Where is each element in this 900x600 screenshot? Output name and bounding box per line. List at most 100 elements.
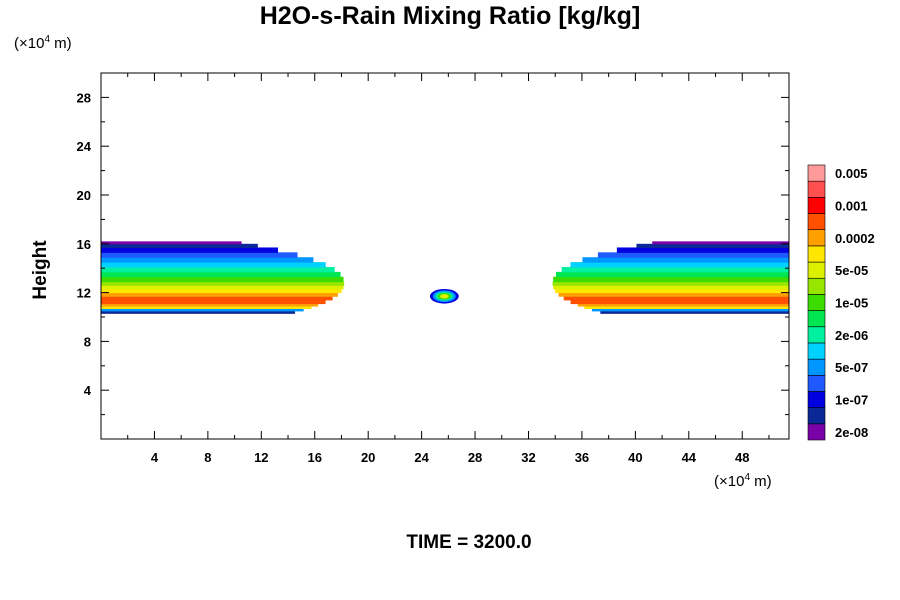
y-tick-label-1: 8	[84, 334, 91, 349]
left-band-layer-8	[101, 285, 344, 290]
y-tick-label-0: 4	[84, 383, 92, 398]
left-band-layer-18	[101, 241, 242, 245]
x-tick-label-4: 20	[361, 450, 375, 465]
colorbar-label-0: 2e-08	[835, 425, 868, 440]
colorbar-swatch-0	[807, 423, 826, 441]
y-tick-label-2: 12	[77, 286, 91, 301]
x-tick-label-11: 48	[735, 450, 749, 465]
chart-title: H2O-s-Rain Mixing Ratio [kg/kg]	[259, 2, 641, 30]
colorbar-swatch-12	[807, 229, 826, 247]
y-tick-label-5: 24	[77, 139, 92, 154]
right-band-layer-15	[597, 252, 789, 258]
right-band-layer-13	[570, 262, 789, 268]
right-band-layer-1	[591, 308, 789, 312]
colorbar-swatch-7	[807, 310, 826, 328]
left-band-layer-4	[101, 299, 326, 305]
left-band-layer-0	[101, 310, 296, 314]
left-band-layer-16	[101, 247, 279, 253]
right-band-layer-18	[652, 241, 789, 245]
center-cell	[429, 288, 459, 304]
x-unit-suffix: m)	[750, 473, 772, 490]
left-band-layer-3	[101, 303, 319, 307]
left-band-layer-15	[101, 252, 298, 258]
left-band-layer-14	[101, 257, 314, 263]
y-tick-label-6: 28	[77, 90, 91, 105]
colorbar-swatch-9	[807, 277, 826, 295]
right-band-layer-12	[561, 266, 789, 273]
colorbar-swatch-11	[807, 245, 826, 263]
x-tick-label-6: 28	[468, 450, 482, 465]
y-tick-label-3: 16	[77, 237, 91, 252]
center-cell-ring-4	[440, 294, 449, 299]
left-band-layer-13	[101, 262, 326, 268]
left-band-layer-2	[101, 306, 312, 309]
left-band-layer-1	[101, 308, 304, 312]
plot-area	[101, 241, 789, 314]
right-band-layer-11	[556, 271, 789, 278]
colorbar-swatch-4	[807, 358, 826, 376]
right-band-layer-16	[616, 247, 789, 253]
colorbar-label-3: 2e-06	[835, 328, 868, 343]
y-unit-exponent: 4	[44, 34, 51, 45]
colorbar: 2e-08 1e-07 5e-07 2e-06 1e-05 5e-05 0.0002 0.00…	[807, 164, 875, 441]
right-band-layer-2	[584, 306, 789, 309]
left-band-layer-9	[101, 281, 345, 286]
right-band-layer-5	[563, 296, 789, 301]
x-tick-label-0: 4	[151, 450, 159, 465]
left-band-layer-6	[101, 292, 338, 297]
x-tick-label-9: 40	[628, 450, 642, 465]
left-band-layer-11	[101, 271, 341, 278]
right-band-layer-0	[600, 310, 789, 314]
colorbar-swatch-14	[807, 197, 826, 214]
x-tick-label-2: 12	[254, 450, 268, 465]
right-band-layer-8	[553, 285, 789, 290]
colorbar-swatch-5	[807, 342, 826, 360]
colorbar-swatch-16	[807, 164, 826, 182]
colorbar-swatch-10	[807, 261, 826, 279]
right-band-layer-17	[636, 243, 789, 248]
right-band	[552, 241, 789, 314]
y-tick-label-4: 20	[77, 188, 91, 203]
colorbar-label-1: 1e-07	[835, 393, 868, 408]
x-tick-label-3: 16	[308, 450, 322, 465]
colorbar-label-4: 1e-05	[835, 296, 868, 311]
x-tick-label-7: 32	[521, 450, 535, 465]
left-band-layer-10	[101, 276, 344, 283]
right-band-layer-9	[552, 281, 789, 286]
left-band-layer-17	[101, 243, 258, 248]
left-band-layer-5	[101, 296, 333, 301]
colorbar-label-6: 0.0002	[835, 231, 875, 246]
y-unit-prefix: (×10	[14, 35, 45, 52]
y-unit-suffix: m)	[50, 35, 72, 52]
right-band-layer-10	[553, 276, 789, 283]
x-unit-prefix: (×10	[714, 473, 745, 490]
colorbar-swatch-3	[807, 374, 826, 392]
colorbar-swatch-8	[807, 294, 826, 311]
x-axis-unit: (×104 m)	[714, 472, 772, 490]
colorbar-swatch-1	[807, 407, 826, 425]
x-tick-label-8: 36	[575, 450, 589, 465]
colorbar-swatch-15	[807, 180, 826, 198]
x-tick-label-1: 8	[204, 450, 211, 465]
colorbar-label-2: 5e-07	[835, 360, 868, 375]
right-band-layer-7	[555, 288, 789, 294]
colorbar-swatch-13	[807, 213, 826, 231]
plot-frame	[100, 72, 790, 440]
colorbar-label-7: 0.001	[835, 198, 868, 213]
x-unit-exponent: 4	[744, 472, 751, 483]
colorbar-label-5: 5e-05	[835, 263, 868, 278]
right-band-layer-3	[577, 303, 789, 307]
x-tick-label-5: 24	[414, 450, 429, 465]
right-band-layer-14	[582, 257, 789, 263]
time-label: TIME = 3200.0	[406, 532, 532, 553]
y-axis-unit: (×104 m)	[14, 34, 72, 52]
right-band-layer-4	[570, 299, 789, 305]
left-band-layer-7	[101, 288, 342, 294]
colorbar-swatch-6	[807, 326, 826, 344]
left-band-layer-12	[101, 266, 335, 273]
colorbar-label-8: 0.005	[835, 166, 868, 181]
colorbar-swatch-2	[807, 391, 826, 408]
right-band-layer-6	[558, 292, 789, 297]
